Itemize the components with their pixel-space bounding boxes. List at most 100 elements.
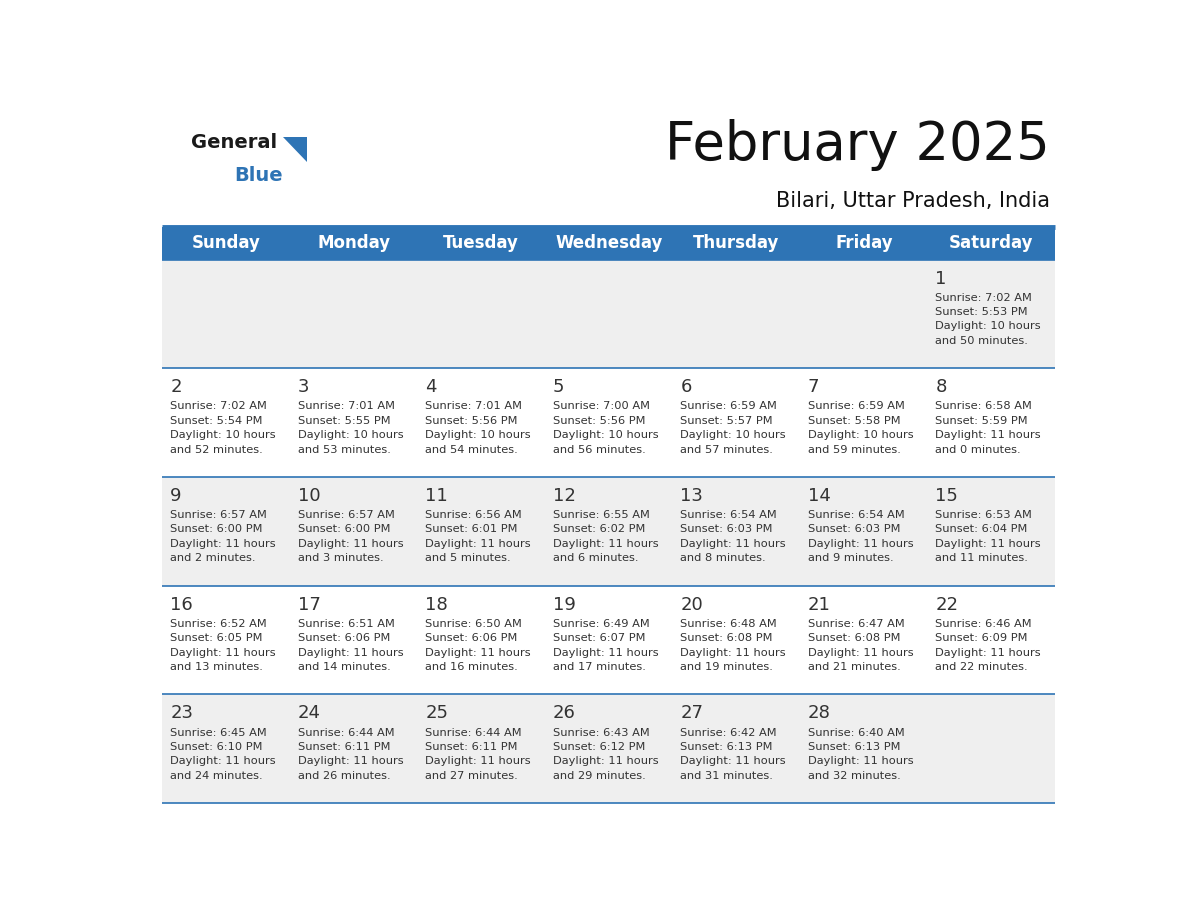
Text: Wednesday: Wednesday [555,234,663,252]
Bar [545,477,672,586]
Text: Saturday: Saturday [949,234,1034,252]
Text: 23: 23 [170,704,194,722]
Text: 2: 2 [170,378,182,397]
Text: 10: 10 [298,487,321,505]
Bar [163,260,290,368]
Text: 26: 26 [552,704,576,722]
Text: 17: 17 [298,596,321,614]
Text: Sunrise: 6:48 AM
Sunset: 6:08 PM
Daylight: 11 hours
and 19 minutes.: Sunrise: 6:48 AM Sunset: 6:08 PM Dayligh… [681,619,786,672]
Text: Thursday: Thursday [694,234,779,252]
Text: 19: 19 [552,596,576,614]
Text: Sunrise: 6:44 AM
Sunset: 6:11 PM
Daylight: 11 hours
and 27 minutes.: Sunrise: 6:44 AM Sunset: 6:11 PM Dayligh… [425,728,531,780]
Bar [801,227,928,260]
Bar [928,260,1055,368]
Bar [417,260,545,368]
Text: Sunrise: 6:49 AM
Sunset: 6:07 PM
Daylight: 11 hours
and 17 minutes.: Sunrise: 6:49 AM Sunset: 6:07 PM Dayligh… [552,619,658,672]
Text: Sunrise: 6:57 AM
Sunset: 6:00 PM
Daylight: 11 hours
and 2 minutes.: Sunrise: 6:57 AM Sunset: 6:00 PM Dayligh… [170,510,276,564]
Bar [545,227,672,260]
Text: 5: 5 [552,378,564,397]
Bar [163,227,290,260]
Text: 22: 22 [935,596,959,614]
Text: 20: 20 [681,596,703,614]
Text: 7: 7 [808,378,820,397]
Bar [545,694,672,803]
Bar [672,227,801,260]
Text: Sunrise: 6:56 AM
Sunset: 6:01 PM
Daylight: 11 hours
and 5 minutes.: Sunrise: 6:56 AM Sunset: 6:01 PM Dayligh… [425,510,531,564]
Text: 11: 11 [425,487,448,505]
Bar [672,694,801,803]
Text: 16: 16 [170,596,192,614]
Text: Sunrise: 7:01 AM
Sunset: 5:55 PM
Daylight: 10 hours
and 53 minutes.: Sunrise: 7:01 AM Sunset: 5:55 PM Dayligh… [298,401,404,454]
Bar [672,260,801,368]
Bar [801,368,928,477]
Bar [672,586,801,694]
Bar [928,368,1055,477]
Bar [290,368,417,477]
Bar [290,227,417,260]
Bar [928,227,1055,260]
Bar [417,227,545,260]
Text: Sunrise: 7:01 AM
Sunset: 5:56 PM
Daylight: 10 hours
and 54 minutes.: Sunrise: 7:01 AM Sunset: 5:56 PM Dayligh… [425,401,531,454]
Text: Sunrise: 7:00 AM
Sunset: 5:56 PM
Daylight: 10 hours
and 56 minutes.: Sunrise: 7:00 AM Sunset: 5:56 PM Dayligh… [552,401,658,454]
Bar [672,368,801,477]
Text: Sunrise: 6:59 AM
Sunset: 5:57 PM
Daylight: 10 hours
and 57 minutes.: Sunrise: 6:59 AM Sunset: 5:57 PM Dayligh… [681,401,786,454]
Text: Sunrise: 6:45 AM
Sunset: 6:10 PM
Daylight: 11 hours
and 24 minutes.: Sunrise: 6:45 AM Sunset: 6:10 PM Dayligh… [170,728,276,780]
Bar [801,477,928,586]
Text: Blue: Blue [234,165,283,185]
Polygon shape [283,137,308,162]
Text: Sunrise: 6:40 AM
Sunset: 6:13 PM
Daylight: 11 hours
and 32 minutes.: Sunrise: 6:40 AM Sunset: 6:13 PM Dayligh… [808,728,914,780]
Bar [417,586,545,694]
Text: February 2025: February 2025 [665,119,1050,172]
Text: 27: 27 [681,704,703,722]
Bar [290,586,417,694]
Text: 9: 9 [170,487,182,505]
Text: 4: 4 [425,378,437,397]
Bar [545,368,672,477]
Bar [928,477,1055,586]
Text: 13: 13 [681,487,703,505]
Text: 8: 8 [935,378,947,397]
Bar [417,694,545,803]
Text: 24: 24 [298,704,321,722]
Text: Sunrise: 6:51 AM
Sunset: 6:06 PM
Daylight: 11 hours
and 14 minutes.: Sunrise: 6:51 AM Sunset: 6:06 PM Dayligh… [298,619,404,672]
Text: Sunrise: 6:57 AM
Sunset: 6:00 PM
Daylight: 11 hours
and 3 minutes.: Sunrise: 6:57 AM Sunset: 6:00 PM Dayligh… [298,510,404,564]
Text: Sunrise: 6:47 AM
Sunset: 6:08 PM
Daylight: 11 hours
and 21 minutes.: Sunrise: 6:47 AM Sunset: 6:08 PM Dayligh… [808,619,914,672]
Text: Tuesday: Tuesday [443,234,519,252]
Text: Sunrise: 6:54 AM
Sunset: 6:03 PM
Daylight: 11 hours
and 9 minutes.: Sunrise: 6:54 AM Sunset: 6:03 PM Dayligh… [808,510,914,564]
Text: 12: 12 [552,487,576,505]
Text: Sunrise: 6:42 AM
Sunset: 6:13 PM
Daylight: 11 hours
and 31 minutes.: Sunrise: 6:42 AM Sunset: 6:13 PM Dayligh… [681,728,786,780]
Text: 21: 21 [808,596,830,614]
Bar [163,586,290,694]
Text: 1: 1 [935,270,947,287]
Text: 28: 28 [808,704,830,722]
Bar [928,694,1055,803]
Text: 3: 3 [298,378,309,397]
Text: 25: 25 [425,704,448,722]
Bar [290,694,417,803]
Text: General: General [191,133,277,152]
Text: Sunrise: 6:58 AM
Sunset: 5:59 PM
Daylight: 11 hours
and 0 minutes.: Sunrise: 6:58 AM Sunset: 5:59 PM Dayligh… [935,401,1041,454]
Bar [801,260,928,368]
Text: 6: 6 [681,378,691,397]
Bar [801,586,928,694]
Text: Sunrise: 6:55 AM
Sunset: 6:02 PM
Daylight: 11 hours
and 6 minutes.: Sunrise: 6:55 AM Sunset: 6:02 PM Dayligh… [552,510,658,564]
Bar [417,477,545,586]
Text: Sunday: Sunday [191,234,260,252]
Text: Sunrise: 6:46 AM
Sunset: 6:09 PM
Daylight: 11 hours
and 22 minutes.: Sunrise: 6:46 AM Sunset: 6:09 PM Dayligh… [935,619,1041,672]
Text: Sunrise: 6:53 AM
Sunset: 6:04 PM
Daylight: 11 hours
and 11 minutes.: Sunrise: 6:53 AM Sunset: 6:04 PM Dayligh… [935,510,1041,564]
Text: Sunrise: 6:44 AM
Sunset: 6:11 PM
Daylight: 11 hours
and 26 minutes.: Sunrise: 6:44 AM Sunset: 6:11 PM Dayligh… [298,728,404,780]
Text: Friday: Friday [835,234,892,252]
Text: Sunrise: 6:43 AM
Sunset: 6:12 PM
Daylight: 11 hours
and 29 minutes.: Sunrise: 6:43 AM Sunset: 6:12 PM Dayligh… [552,728,658,780]
Bar [801,694,928,803]
Text: Sunrise: 6:52 AM
Sunset: 6:05 PM
Daylight: 11 hours
and 13 minutes.: Sunrise: 6:52 AM Sunset: 6:05 PM Dayligh… [170,619,276,672]
Text: Sunrise: 6:50 AM
Sunset: 6:06 PM
Daylight: 11 hours
and 16 minutes.: Sunrise: 6:50 AM Sunset: 6:06 PM Dayligh… [425,619,531,672]
Text: Bilari, Uttar Pradesh, India: Bilari, Uttar Pradesh, India [776,191,1050,211]
Text: Sunrise: 6:59 AM
Sunset: 5:58 PM
Daylight: 10 hours
and 59 minutes.: Sunrise: 6:59 AM Sunset: 5:58 PM Dayligh… [808,401,914,454]
Text: Sunrise: 7:02 AM
Sunset: 5:53 PM
Daylight: 10 hours
and 50 minutes.: Sunrise: 7:02 AM Sunset: 5:53 PM Dayligh… [935,293,1041,346]
Text: 15: 15 [935,487,959,505]
Bar [545,260,672,368]
Text: Sunrise: 7:02 AM
Sunset: 5:54 PM
Daylight: 10 hours
and 52 minutes.: Sunrise: 7:02 AM Sunset: 5:54 PM Dayligh… [170,401,276,454]
Bar [545,586,672,694]
Bar [417,368,545,477]
Bar [290,477,417,586]
